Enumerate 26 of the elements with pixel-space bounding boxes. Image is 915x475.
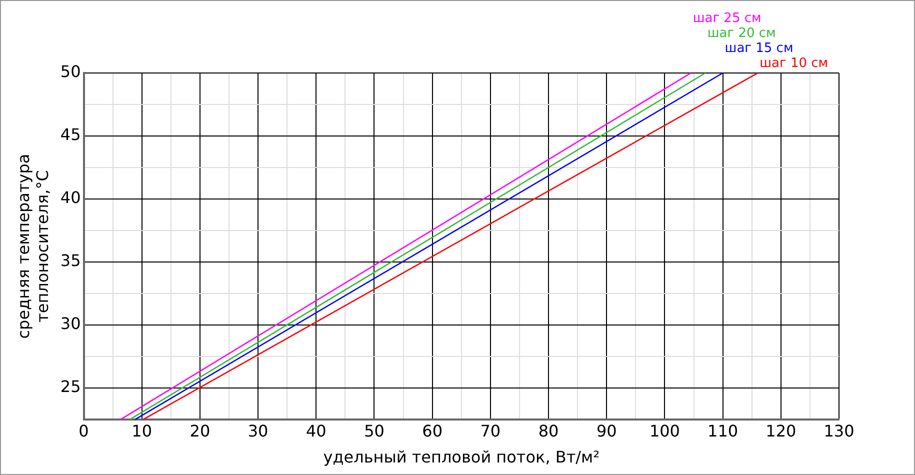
y-tick-label: 25 xyxy=(60,377,81,396)
x-tick-label: 60 xyxy=(422,421,443,440)
text: шаг 25 см xyxy=(692,10,762,26)
x-tick-label: 120 xyxy=(766,421,796,440)
x-axis-title: удельный тепловой поток, Вт/м² xyxy=(323,448,600,467)
x-tick-label: 80 xyxy=(538,421,559,440)
x-tick-label: 10 xyxy=(132,421,152,440)
x-tick-label: 110 xyxy=(708,421,738,440)
series-label: шаг 15 см xyxy=(724,40,794,56)
y-tick-label: 50 xyxy=(60,62,81,82)
x-tick-label: 30 xyxy=(248,421,268,440)
y-tick-label: 35 xyxy=(60,251,81,270)
x-tick-label: 90 xyxy=(596,421,617,440)
series-label: шаг 10 см xyxy=(760,56,828,71)
x-tick-label: 20 xyxy=(190,421,210,440)
y-tick-label: 40 xyxy=(60,188,81,208)
x-tick-label: 70 xyxy=(480,421,501,440)
y-tick-label: 45 xyxy=(60,125,81,144)
x-tick-label: 130 xyxy=(824,421,854,440)
y-tick-label: 30 xyxy=(60,314,81,334)
y-axis-title: средняя температура теплоносителя,°C xyxy=(14,154,52,339)
x-tick-label: 50 xyxy=(364,421,384,440)
x-tick-label: 100 xyxy=(649,421,680,440)
text: шаг 20 см xyxy=(707,26,776,41)
x-tick-label: 40 xyxy=(306,421,326,440)
x-tick-label: 0 xyxy=(78,421,89,440)
